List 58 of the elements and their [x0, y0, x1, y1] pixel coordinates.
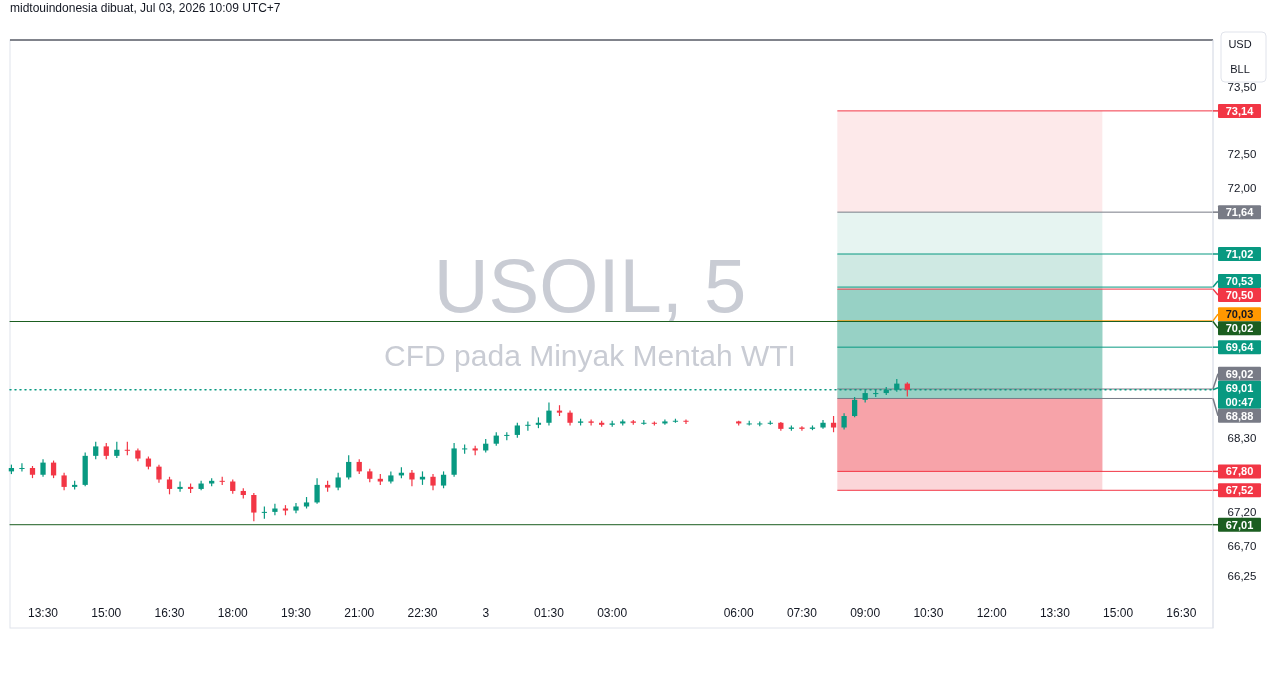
x-tick-label: 16:30	[1166, 606, 1197, 620]
candlestick	[588, 418, 594, 427]
candlestick	[546, 401, 552, 427]
ref-line-label: 71,64	[1225, 206, 1255, 219]
candlestick	[156, 464, 162, 484]
candlestick	[177, 480, 183, 493]
ref-line-label: 67,52	[1225, 484, 1254, 497]
x-tick-label: 06:00	[723, 606, 755, 620]
x-tick-label: 16:30	[154, 606, 185, 620]
candlestick	[272, 503, 278, 516]
x-tick-label: 21:00	[344, 606, 375, 620]
ref-line-label: 69,64	[1225, 341, 1255, 354]
x-tick-label: 13:30	[1039, 606, 1071, 620]
ref-line-label: 67,01	[1225, 518, 1254, 531]
x-tick-label: 18:00	[217, 606, 249, 620]
candlestick	[251, 492, 257, 522]
y-tick-label: 72,00	[1227, 181, 1257, 194]
ref-line-label: 70,03	[1225, 308, 1254, 321]
text: midtouindonesia dibuat, Jul 03, 2026 10:09 UTC+7	[10, 1, 281, 15]
x-tick-label: 03:00	[597, 606, 628, 620]
candlestick	[799, 425, 805, 432]
y-tick-label: 68,30	[1227, 431, 1257, 444]
x-tick-label: 15:00	[1103, 606, 1134, 620]
x-tick-label: 01:30	[533, 606, 565, 620]
x-tick-label: 22:30	[407, 606, 438, 620]
ref-line-label: 70,53	[1225, 275, 1254, 288]
x-tick-label: 07:30	[786, 606, 818, 620]
ref-line-label: 70,02	[1225, 322, 1254, 335]
x-tick-label: 09:00	[850, 606, 881, 620]
candlestick	[852, 396, 858, 418]
x-tick-label: 10:30	[913, 606, 944, 620]
legend-label: 69,02	[1225, 367, 1254, 380]
candlestick	[19, 462, 25, 472]
candlestick	[314, 477, 320, 505]
ref-line-label: 71,02	[1225, 248, 1254, 260]
candlestick	[346, 454, 352, 481]
ref-line-label: 70,50	[1225, 289, 1254, 302]
text: USD	[1228, 38, 1252, 50]
candlestick	[662, 418, 668, 426]
ref-line-label: 68,88	[1225, 409, 1254, 422]
y-tick-label: 67,20	[1227, 505, 1257, 518]
y-tick-label: 73,50	[1227, 80, 1257, 93]
y-tick-label: 66,25	[1227, 570, 1257, 583]
text: BLL	[1230, 63, 1250, 75]
x-tick-label: 15:00	[91, 606, 122, 620]
ref-line-label: 67,80	[1225, 465, 1254, 478]
candlestick	[820, 419, 826, 430]
candlestick	[409, 469, 415, 487]
y-tick-label: 66,70	[1227, 539, 1257, 552]
candlestick	[525, 420, 531, 432]
x-tick-label: 12:00	[976, 606, 1007, 620]
ref-line-label: 69,01 00:47	[1225, 381, 1254, 408]
ref-line-label: 73,14	[1225, 104, 1255, 117]
x-tick-label: 3	[482, 606, 490, 620]
candlestick	[683, 418, 689, 425]
x-tick-label: 13:30	[28, 606, 59, 620]
y-tick-label: 72,50	[1227, 148, 1257, 161]
x-tick-label: 19:30	[280, 606, 312, 620]
